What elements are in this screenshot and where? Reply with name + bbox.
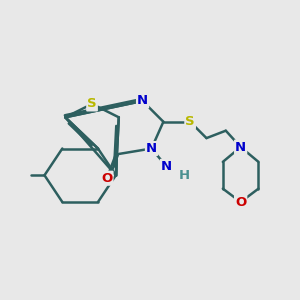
Text: O: O <box>235 196 246 208</box>
Text: N: N <box>235 140 246 154</box>
Text: O: O <box>101 172 112 185</box>
Text: S: S <box>87 98 97 110</box>
Text: N: N <box>137 94 148 107</box>
Text: N: N <box>161 160 172 173</box>
Text: N: N <box>146 142 157 155</box>
Text: H: H <box>178 169 190 182</box>
Text: S: S <box>185 115 195 128</box>
